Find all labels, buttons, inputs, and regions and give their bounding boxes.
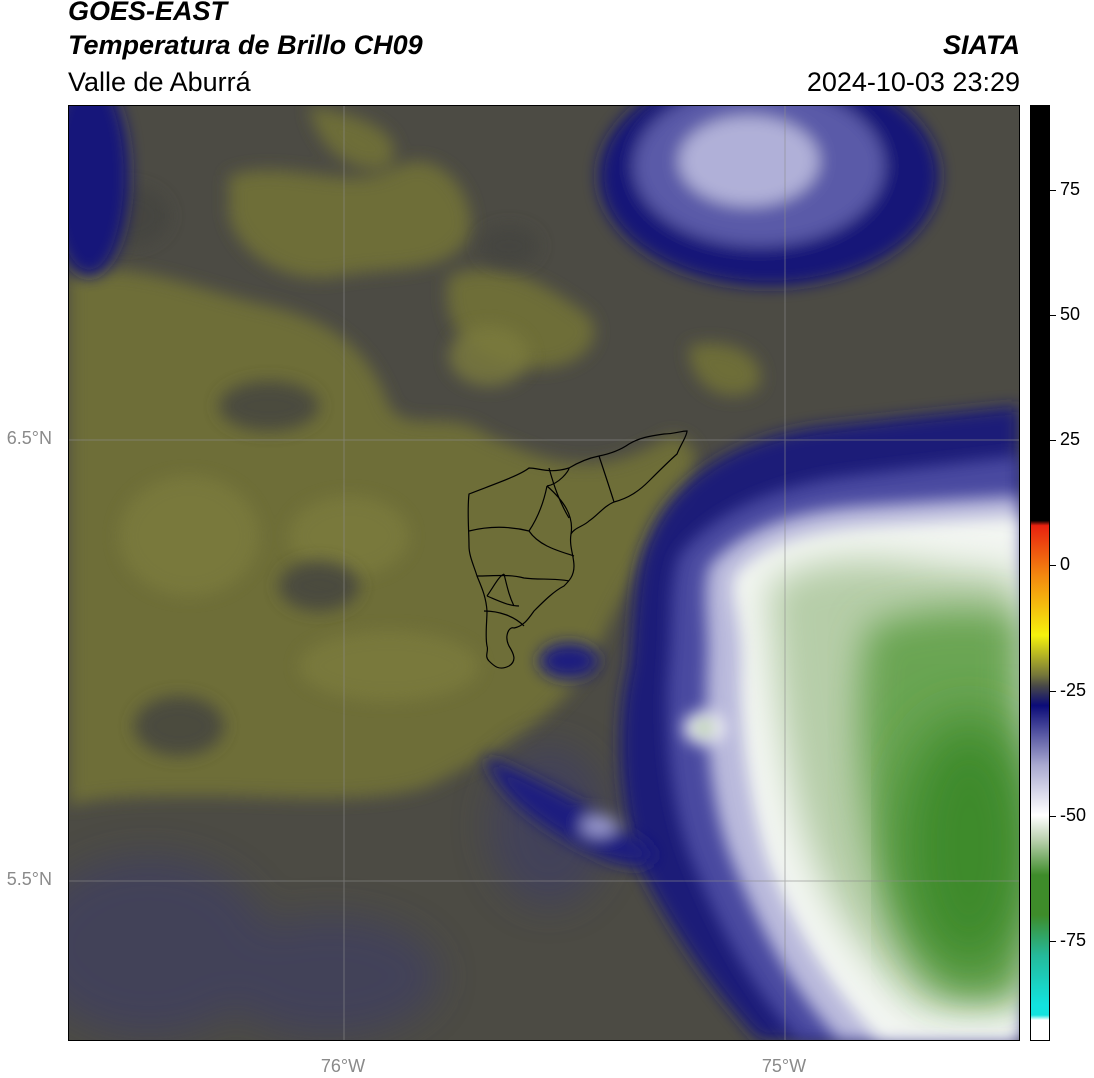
colorbar-tick-mark xyxy=(1050,190,1056,192)
colorbar-tick-label: 50 xyxy=(1060,304,1081,325)
lat-label: 6.5°N xyxy=(6,428,52,448)
municipal-boundaries xyxy=(467,430,688,669)
colorbar-tick-mark xyxy=(1050,940,1056,942)
cold-cloud-deepgreen xyxy=(899,716,1019,976)
lon-label: 75°W xyxy=(761,1056,807,1076)
north-cloud xyxy=(599,106,939,286)
colorbar-tick-label: -25 xyxy=(1060,679,1087,700)
northwest-cloud xyxy=(69,106,129,276)
lat-label: 5.5°N xyxy=(6,869,52,889)
lon-label: 76°W xyxy=(320,1056,366,1076)
org-name: SIATA xyxy=(943,30,1020,60)
colorbar xyxy=(1030,105,1050,1041)
dark-patches xyxy=(89,186,539,756)
title-region: Valle de Aburrá xyxy=(68,67,251,97)
colorbar-tick-mark xyxy=(1050,690,1056,692)
colorbar-tick-label: -50 xyxy=(1060,804,1087,825)
colorbar-tick-mark xyxy=(1050,815,1056,817)
satellite-map xyxy=(68,105,1020,1041)
timestamp: 2024-10-03 23:29 xyxy=(806,67,1020,97)
colorbar-tick-label: 25 xyxy=(1060,429,1081,450)
colorbar-tick-mark xyxy=(1050,440,1056,442)
colorbar-tick-mark xyxy=(1050,315,1056,317)
colorbar-tick-label: -75 xyxy=(1060,929,1087,950)
title-satellite: GOES-EAST xyxy=(68,0,228,26)
title-product: Temperatura de Brillo CH09 xyxy=(68,30,423,60)
colorbar-tick-mark xyxy=(1050,565,1056,567)
cold-spots xyxy=(484,643,724,866)
colorbar-tick-label: 75 xyxy=(1060,179,1081,200)
colorbar-tick-label: 0 xyxy=(1060,554,1071,575)
graticule xyxy=(69,106,1019,1040)
